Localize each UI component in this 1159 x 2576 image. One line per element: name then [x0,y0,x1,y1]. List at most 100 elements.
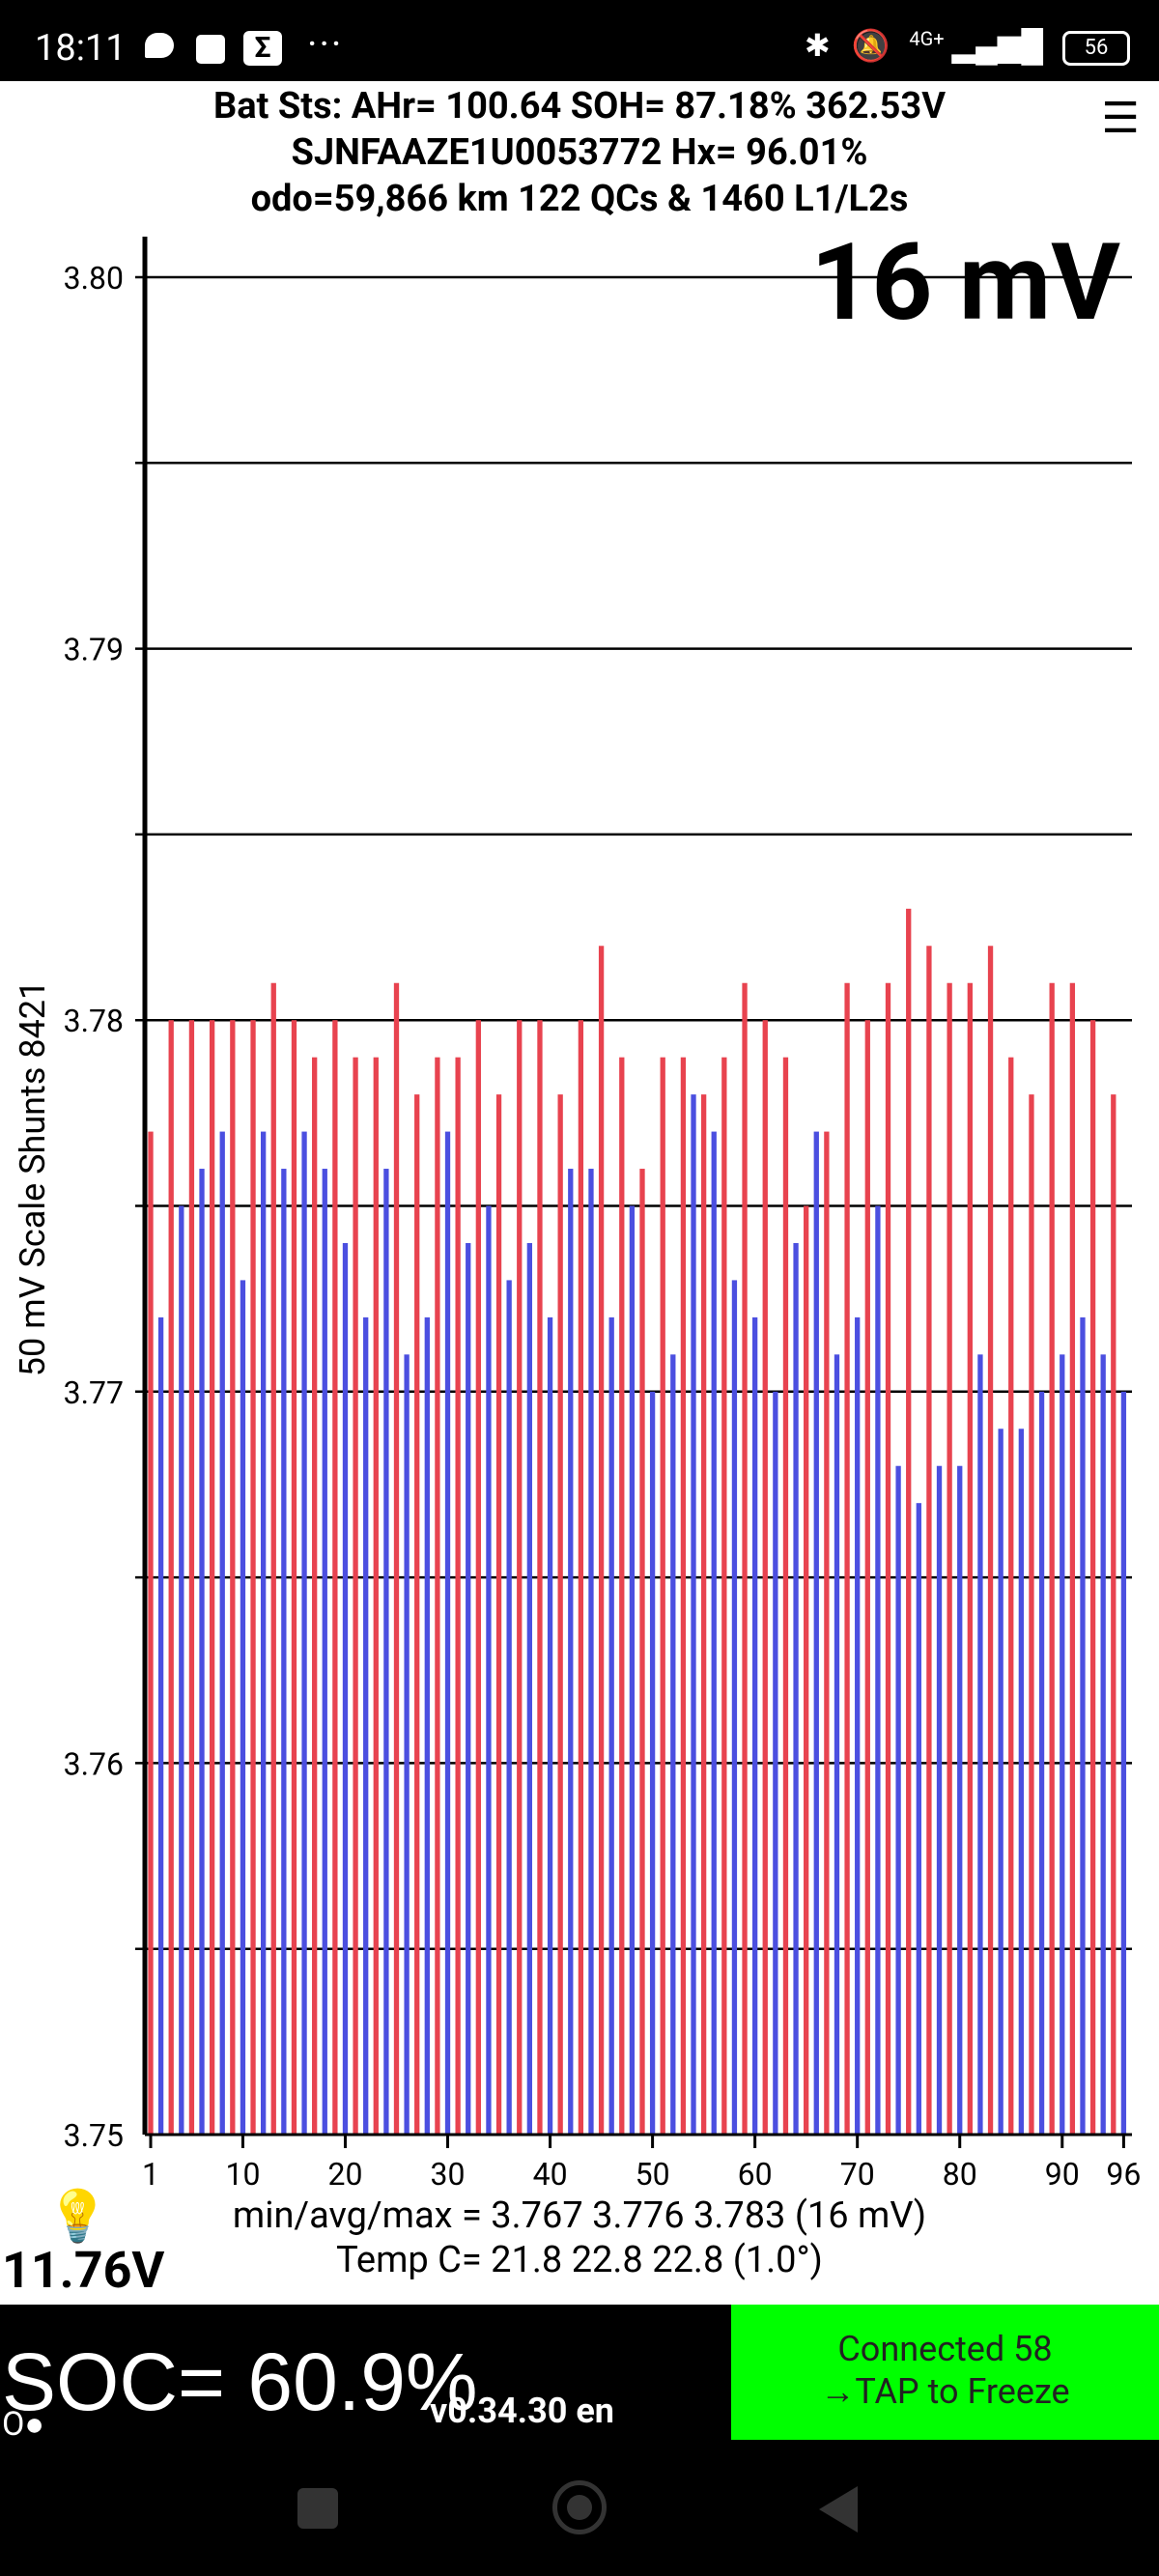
cell-bar-65 [804,1205,809,2135]
cell-bar-12 [260,1131,267,2135]
soc-value: SOC= 60.9% [2,2336,478,2427]
cell-bar-87 [1029,1094,1034,2135]
cell-bar-47 [619,1057,625,2135]
bluetooth-icon: ✱ [804,27,831,64]
cell-bar-39 [537,1020,543,2135]
cell-bar-76 [916,1503,921,2135]
cell-bar-60 [751,1316,758,2135]
cell-bar-15 [291,1020,297,2135]
cell-bar-96 [1120,1391,1127,2135]
cell-bar-84 [998,1429,1004,2135]
cell-bar-36 [506,1280,512,2135]
cell-bar-64 [793,1242,799,2135]
cell-bar-50 [649,1391,656,2135]
cell-bar-51 [660,1057,665,2135]
bell-off-icon: 🔕 [851,27,890,64]
y-tick-label-1: 3.76 [64,1745,124,1782]
cell-bar-26 [404,1354,410,2135]
cell-bar-4 [179,1205,184,2135]
connect-freeze-button[interactable]: Connected 58 →TAP to Freeze [731,2305,1159,2440]
cell-bar-73 [885,982,891,2135]
cell-bar-24 [383,1169,389,2135]
cell-bar-79 [947,982,952,2135]
cell-bar-13 [270,982,276,2135]
cell-bar-14 [281,1169,287,2135]
cell-voltage-chart[interactable]: 3.75 3.76 3.77 3.78 3.79 3.80 1 10 20 30 40 50 60 70… [0,0,1159,2260]
cell-bar-18 [322,1169,327,2135]
y-axis-label: 50 mV Scale Shunts 8421 [13,980,53,1377]
cell-bar-92 [1080,1316,1086,2135]
cell-bar-42 [568,1169,574,2135]
cell-bar-53 [680,1057,687,2135]
cell-bar-90 [1060,1354,1065,2135]
y-tick-label-5: 3.80 [64,260,124,297]
cell-bar-35 [495,1094,502,2135]
status-time: 18:11 [35,27,127,70]
cell-bar-11 [250,1020,256,2135]
battery-status-line1: Bat Sts: AHr= 100.64 SOH= 87.18% 362.53V [212,85,947,127]
cell-bar-63 [782,1057,789,2135]
y-tick-label-2: 3.77 [64,1374,124,1411]
cell-bar-72 [875,1205,881,2135]
status-indicator: O● [2,2405,44,2444]
recents-icon[interactable] [297,2488,338,2529]
min-avg-max: min/avg/max = 3.767 3.776 3.783 (16 mV) [232,2194,927,2237]
cell-bar-41 [557,1094,563,2135]
sigma-icon: Σ [243,31,282,66]
cell-bar-67 [824,1131,830,2135]
cell-bar-1 [148,1131,154,2135]
cell-bar-74 [895,1465,901,2135]
cell-bar-93 [1089,1020,1096,2135]
y-axis-tick-labels: 3.75 3.76 3.77 3.78 3.79 3.80 [64,260,124,2154]
x-tick-label-30: 30 [431,2156,466,2193]
cell-bar-59 [742,982,748,2135]
cell-bar-25 [393,982,400,2135]
cell-bar-71 [864,1020,870,2135]
cell-bar-54 [691,1094,696,2135]
cell-bar-6 [199,1169,205,2135]
back-icon[interactable] [819,2486,858,2533]
cell-bar-77 [926,946,932,2135]
cell-bar-95 [1111,1094,1117,2135]
bulb-icon[interactable]: 💡 [46,2187,109,2246]
cell-bar-30 [444,1131,451,2135]
x-tick-label-90: 90 [1045,2156,1080,2193]
x-tick-label-40: 40 [533,2156,568,2193]
cell-bar-22 [363,1316,369,2135]
x-tick-label-80: 80 [943,2156,977,2193]
cell-bar-31 [455,1057,461,2135]
chat-bubble-icon [145,33,174,58]
battery-icon: 56 [1062,30,1130,66]
cell-bar-85 [1008,1057,1014,2135]
cell-bar-83 [987,946,994,2135]
temperature: Temp C= 21.8 22.8 22.8 (1.0°) [336,2239,823,2281]
cell-bar-68 [834,1354,840,2135]
x-tick-label-1: 1 [142,2156,159,2193]
cell-bar-10 [240,1280,246,2135]
cell-bar-89 [1049,982,1055,2135]
cell-bar-37 [517,1020,523,2135]
y-tick-label-3: 3.78 [64,1003,124,1039]
cell-bar-2 [157,1316,164,2135]
y-tick-label-4: 3.79 [64,632,124,668]
battery-status-header[interactable]: Bat Sts: AHr= 100.64 SOH= 87.18% 362.53V… [0,83,1159,222]
cell-bar-88 [1038,1391,1045,2135]
cell-bar-66 [813,1131,819,2135]
status-bar: 18:11 Σ ··· ✱ 🔕 4G+ ▂▄▆█ 56 [0,0,1159,81]
cell-bar-20 [342,1242,349,2135]
cell-bar-49 [639,1169,645,2135]
connection-status: Connected 58 [837,2329,1053,2369]
more-icon: ··· [307,21,344,67]
chart-bars [148,908,1127,2135]
cell-bar-48 [629,1205,636,2135]
cell-bar-27 [414,1094,420,2135]
home-icon[interactable] [552,2480,607,2534]
aux-voltage: 11.76V [2,2241,165,2300]
menu-icon[interactable]: ☰ [1101,93,1140,143]
cell-bar-43 [578,1020,584,2135]
cell-bar-19 [332,1020,338,2135]
cell-bar-78 [936,1465,943,2135]
cell-bar-91 [1069,982,1076,2135]
cell-bar-57 [721,1057,727,2135]
cell-bar-45 [598,946,605,2135]
